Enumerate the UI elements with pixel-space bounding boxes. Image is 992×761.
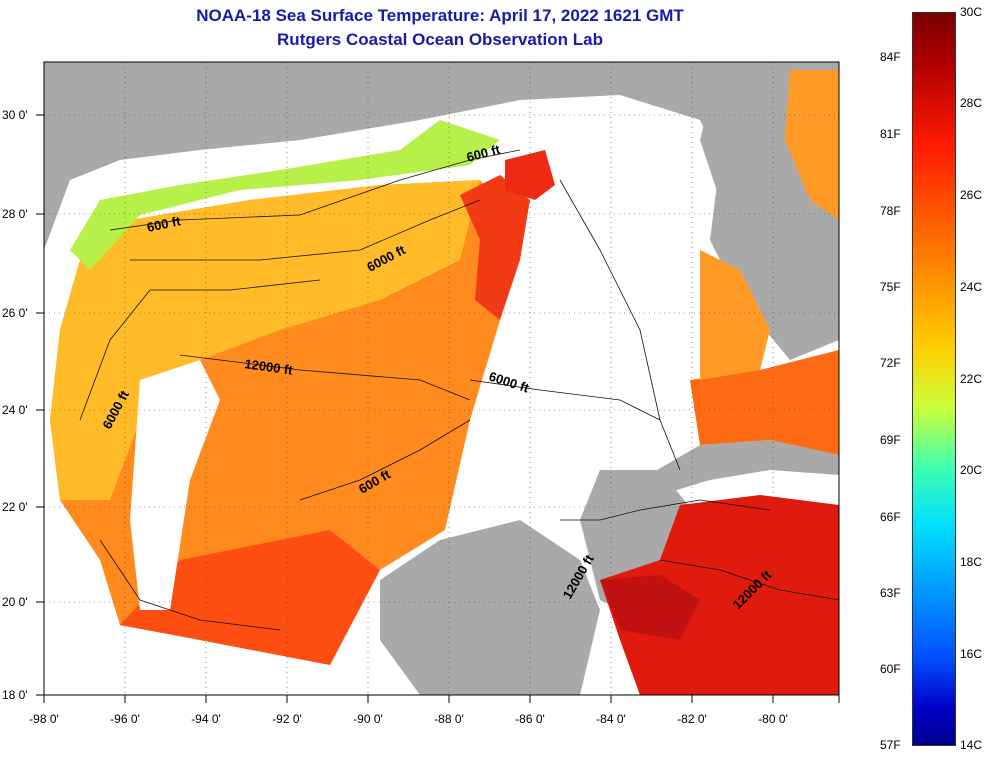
sst-hotspot-north [505,150,555,200]
loop-current [460,175,530,320]
contour-6000ft-west [79,279,321,421]
sst-cool-shelf [70,120,500,270]
latitude-label: 30 0' [2,108,28,122]
longitude-label: -90 0' [353,712,383,726]
map-frame [43,61,840,696]
contour-label: 600 ft [146,213,183,235]
contour-caribbean [659,559,839,601]
latitude-label: 28 0' [2,207,28,221]
latitude-label: 24 0' [2,403,28,417]
colorbar-c-label: 16C [960,647,983,661]
cuba-land [640,440,839,495]
colorbar-f-label: 81F [880,127,901,141]
colorbar-c-label: 26C [960,188,983,202]
contour-600ft-north [109,149,521,231]
colorbar-f-label: 75F [880,280,901,294]
colorbar-c-label: 22C [960,372,983,386]
longitude-label: -96 0' [110,712,140,726]
longitude-label: -88 0' [434,712,464,726]
colorbar-f-label: 78F [880,204,901,218]
contour-12000ft [179,354,471,401]
colorbar-f-label: 63F [880,586,901,600]
longitude-label: -82 0' [677,712,707,726]
sst-map: 600 ft 600 ft 6000 ft 12000 ft 6000 ft 6… [36,61,840,703]
colorbar-c-label: 30C [960,5,983,19]
cloud-patch [130,360,220,610]
longitude-label: -86 0' [515,712,545,726]
contour-florida-escarpment [559,179,681,471]
contour-600ft-south [99,539,281,631]
colorbar-c-label: 28C [960,96,983,110]
colorbar-f-label: 69F [880,433,901,447]
colorbar-c-label: 24C [960,280,983,294]
atlantic-sst [785,70,839,220]
caribbean-sst [600,495,839,695]
colorbar-f-label: 66F [880,510,901,524]
colorbar-f-label: 72F [880,356,901,370]
yucatan-land [380,520,600,695]
temperature-colorbar [912,12,956,746]
longitude-label: -84 0' [596,712,626,726]
contour-label: 12000 ft [244,356,295,378]
caribbean-hot-core [600,575,700,640]
campeche-bay-sst [120,530,380,665]
colorbar-c-label: 14C [960,738,983,752]
colorbar-c-label: 18C [960,555,983,569]
map-subtitle: Rutgers Coastal Ocean Observation Lab [277,30,603,49]
florida-straits-sst [690,350,839,455]
longitude-label: -80 0' [758,712,788,726]
longitude-label: -92 0' [272,712,302,726]
colorbar-f-label: 57F [880,738,901,752]
colorbar-f-label: 84F [880,50,901,64]
longitude-label: -98 0' [29,712,59,726]
grid-lines [44,62,839,695]
longitude-label: -94 0' [191,712,221,726]
colorbar-c-label: 20C [960,463,983,477]
map-title: NOAA-18 Sea Surface Temperature: April 1… [196,6,684,25]
contour-yucatan-channel [560,499,771,521]
colorbar-f-label: 60F [880,662,901,676]
latitude-label: 22 0' [2,500,28,514]
latitude-label: 18 0' [2,688,28,702]
latitude-label: 20 0' [2,595,28,609]
axis-ticks [36,114,840,703]
contour-600ft-campeche [299,419,471,501]
west-florida-sst [700,250,770,380]
latitude-label: 26 0' [2,306,28,320]
contour-6000ft-north [130,199,481,261]
